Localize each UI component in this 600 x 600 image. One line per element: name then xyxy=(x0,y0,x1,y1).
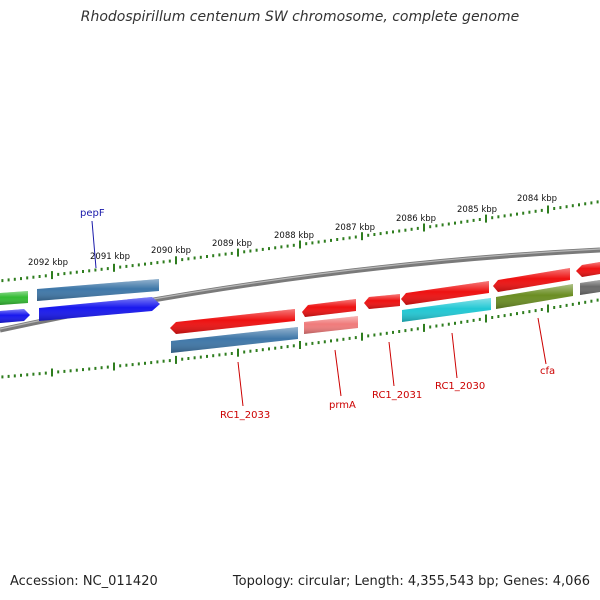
gene-red-rc1-2033-shade xyxy=(170,309,295,334)
ruler-label-2092: 2092 kbp xyxy=(28,258,68,268)
gene-red-rc1-2031-shade xyxy=(364,294,400,309)
accession-text: Accession: NC_011420 xyxy=(10,574,158,589)
gene-steelblue-top-left-shade xyxy=(37,279,159,301)
ruler-label-2089: 2089 kbp xyxy=(212,239,252,249)
gene-label-rc1-2033[interactable]: RC1_2033 xyxy=(220,410,270,421)
gene-label-pepF[interactable]: pepF xyxy=(80,208,105,219)
ruler-label-2086: 2086 kbp xyxy=(396,214,436,224)
leader-rc1-2031 xyxy=(388,341,395,387)
ruler-labels: 2092 kbp 2091 kbp 2090 kbp 2089 kbp 2088… xyxy=(28,194,557,268)
map-title: Rhodospirillum centenum SW chromosome, c… xyxy=(80,9,520,25)
genome-summary-text: Topology: circular; Length: 4,355,543 bp… xyxy=(232,574,590,589)
ruler-label-2087: 2087 kbp xyxy=(335,223,375,233)
leader-cfa xyxy=(537,317,547,365)
gene-red-right-edge-shade xyxy=(576,262,600,277)
inner-ruler xyxy=(1,298,599,379)
gene-steelblue-rc1-2033-shade xyxy=(171,327,298,353)
gene-olive-cfa-shade xyxy=(496,284,573,309)
gene-green-left-shade xyxy=(0,291,28,305)
gene-labels: pepF RC1_2033 prmA RC1_2031 RC1_2030 cfa xyxy=(80,208,555,421)
gene-red-prmA-top-shade xyxy=(302,299,356,317)
gene-blue-pepF-shade xyxy=(39,297,160,321)
label-leaders xyxy=(91,220,547,407)
leader-prmA xyxy=(334,349,342,397)
leader-rc1-2033 xyxy=(237,361,244,407)
gene-pink-prmA-shade xyxy=(304,316,358,334)
ruler-label-2084: 2084 kbp xyxy=(517,194,557,204)
leader-pepF xyxy=(91,220,97,269)
forward-strand-genes xyxy=(0,262,600,317)
gene-label-cfa[interactable]: cfa xyxy=(540,366,555,377)
gene-gray-right-edge-shade xyxy=(580,280,600,295)
gene-red-cfa-top-shade xyxy=(493,268,570,292)
gene-cyan-rc1-2030-shade xyxy=(402,298,491,322)
ruler-label-2091: 2091 kbp xyxy=(90,252,130,262)
second-row-genes xyxy=(0,280,600,353)
leader-rc1-2030 xyxy=(451,332,458,379)
gene-red-rc1-2030-top-shade xyxy=(401,281,489,305)
ruler-label-2088: 2088 kbp xyxy=(274,231,314,241)
gene-label-rc1-2031[interactable]: RC1_2031 xyxy=(372,390,422,401)
outer-ruler xyxy=(1,200,599,283)
ruler-label-2090: 2090 kbp xyxy=(151,246,191,256)
gene-label-rc1-2030[interactable]: RC1_2030 xyxy=(435,381,485,392)
gene-label-prmA[interactable]: prmA xyxy=(329,400,356,411)
gene-blue-left-shade xyxy=(0,309,30,323)
ruler-label-2085: 2085 kbp xyxy=(457,205,497,215)
